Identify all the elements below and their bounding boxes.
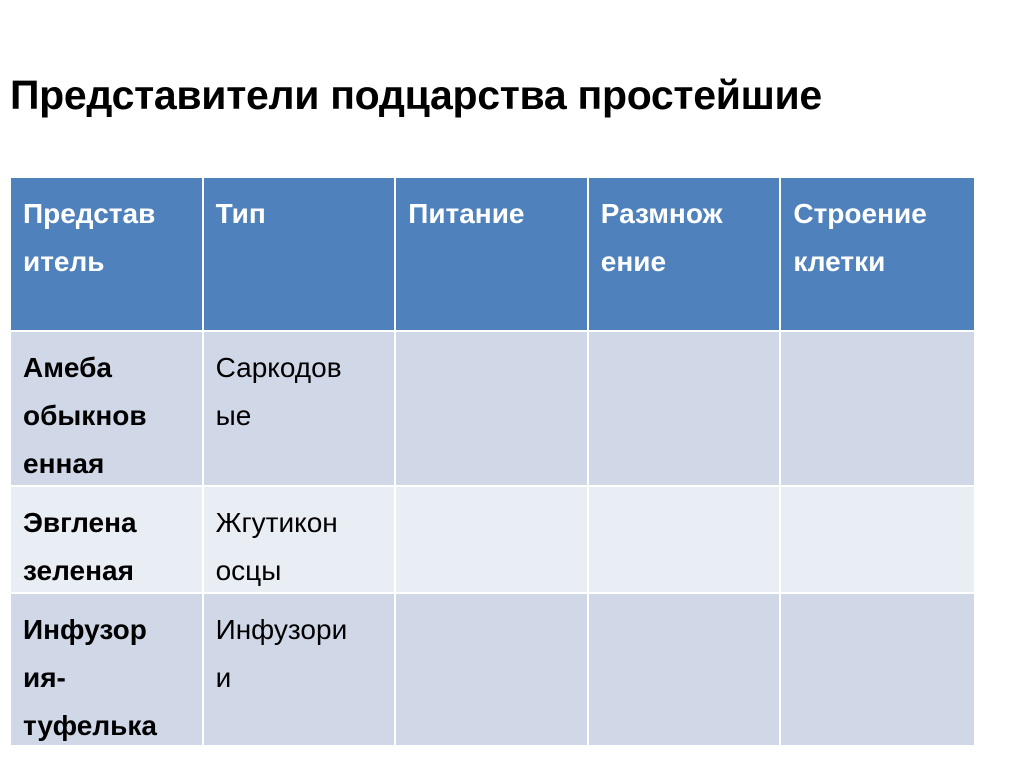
header-cell-structure: Строение клетки — [781, 178, 974, 332]
header-text: Питание — [408, 198, 525, 229]
cell-representative: Эвглена зеленая — [11, 487, 204, 594]
table-row: Эвглена зеленая Жгутикон осцы — [11, 487, 974, 594]
cell-nutrition — [396, 594, 589, 747]
cell-text: зеленая — [23, 555, 134, 586]
cell-text: ия- — [23, 662, 66, 693]
header-representative: Представ итель — [11, 178, 204, 332]
cell-text: ые — [215, 400, 252, 431]
cell-text: Жгутикон — [215, 507, 338, 538]
cell-reproduction — [588, 332, 782, 487]
header-reproduction: Размнож ение — [588, 178, 782, 332]
cell-text: осцы — [215, 555, 282, 586]
cell-type: Инфузори и — [203, 594, 397, 747]
header-nutrition: Питание — [396, 178, 589, 332]
header-type: Тип — [203, 178, 397, 332]
cell-text: Саркодов — [215, 352, 342, 383]
cell-representative: Инфузор ия- туфелька — [11, 594, 204, 747]
cell-text: туфелька — [23, 710, 157, 741]
header-text: клетки — [793, 246, 886, 277]
header-text: Представ — [23, 198, 156, 229]
cell-text: и — [215, 662, 232, 693]
header-text: Строение — [793, 198, 927, 229]
cell-text: Эвглена — [23, 507, 137, 538]
cell-cell-structure — [781, 594, 974, 747]
protozoa-table: Представ итель Тип Питание Размнож ение … — [11, 178, 974, 747]
header-text: Размнож — [600, 198, 723, 229]
cell-type: Жгутикон осцы — [203, 487, 397, 594]
cell-cell-structure — [781, 332, 974, 487]
cell-reproduction — [588, 487, 782, 594]
table-row: Инфузор ия- туфелька Инфузори и — [11, 594, 974, 747]
cell-reproduction — [588, 594, 782, 747]
slide-title: Представители подцарства простейшие — [10, 72, 822, 118]
cell-representative: Амеба обыкнов енная — [11, 332, 204, 487]
cell-text: обыкнов — [23, 400, 147, 431]
cell-cell-structure — [781, 487, 974, 594]
cell-nutrition — [396, 332, 589, 487]
header-text: итель — [23, 246, 105, 277]
cell-type: Саркодов ые — [203, 332, 397, 487]
header-text: ение — [600, 246, 667, 277]
cell-text: Инфузори — [215, 614, 348, 645]
header-text: Тип — [215, 198, 266, 229]
table-row: Амеба обыкнов енная Саркодов ые — [11, 332, 974, 487]
table-header-row: Представ итель Тип Питание Размнож ение … — [11, 178, 974, 332]
cell-text: Инфузор — [23, 614, 147, 645]
cell-text: енная — [23, 448, 105, 479]
cell-text: Амеба — [23, 352, 113, 383]
cell-nutrition — [396, 487, 589, 594]
